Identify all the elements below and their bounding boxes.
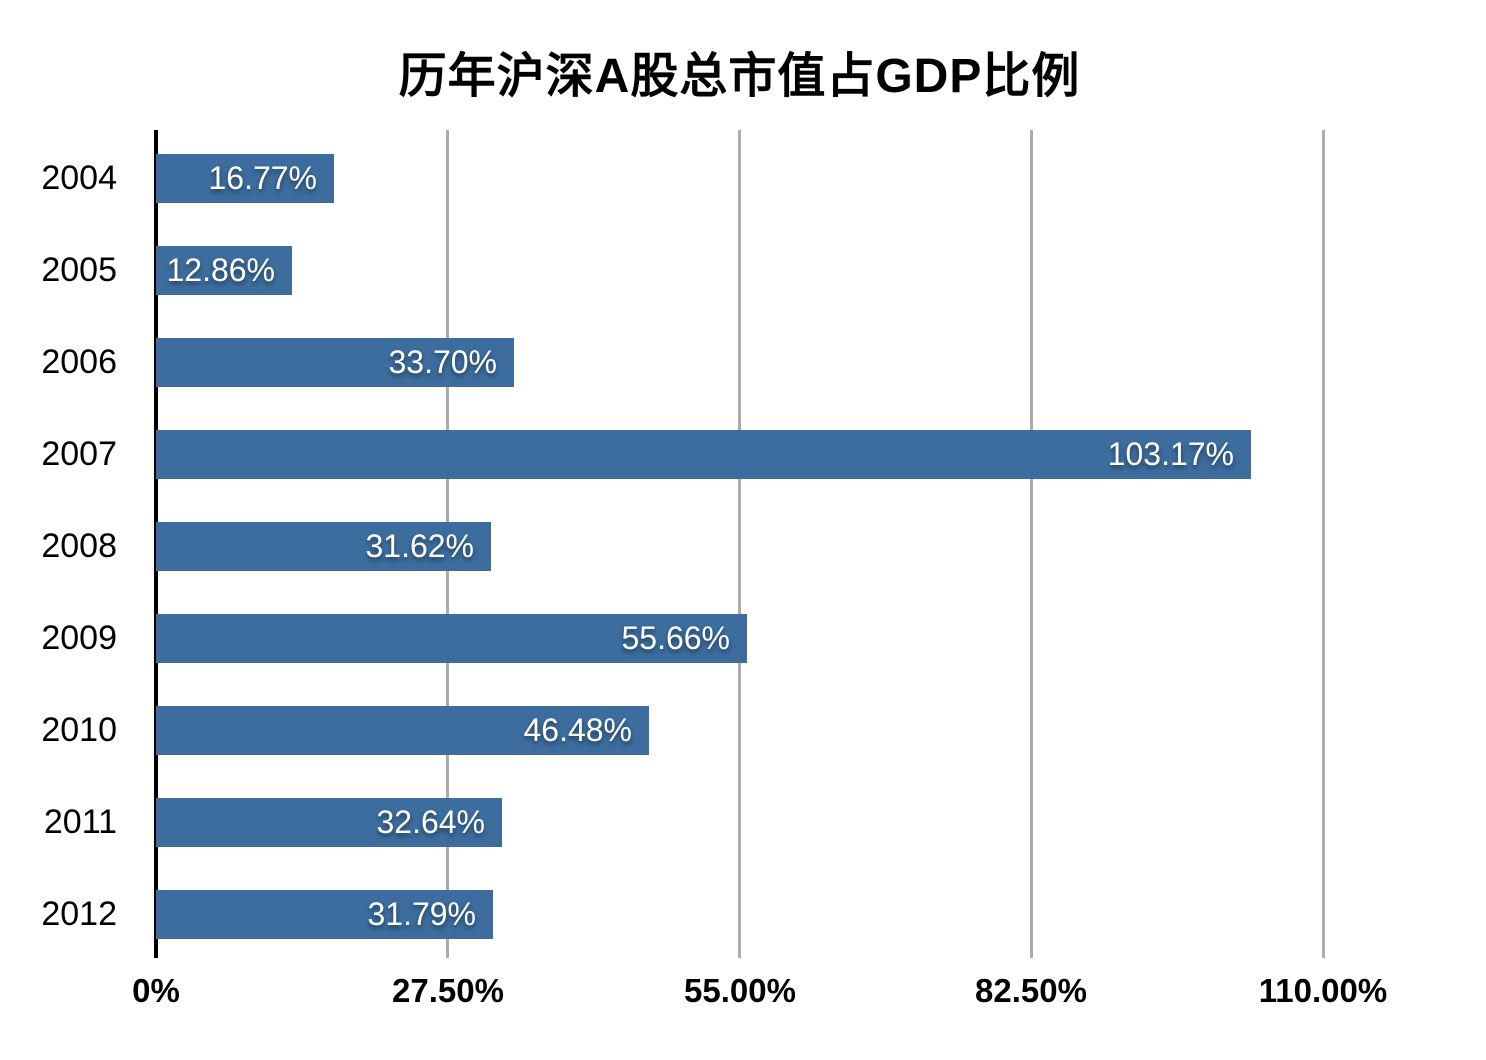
x-axis-tick-label: 110.00%: [1258, 972, 1388, 1009]
bar: 46.48%: [156, 706, 649, 755]
x-axis-tick-label: 82.50%: [975, 972, 1087, 1009]
y-axis-label: 2005: [41, 251, 117, 289]
y-axis-label: 2008: [41, 527, 117, 565]
chart-title: 历年沪深A股总市值占GDP比例: [398, 50, 1081, 103]
x-axis-tick-label: 0%: [132, 972, 180, 1009]
x-axis-tick-label: 55.00%: [684, 972, 796, 1009]
y-axis-label: 2011: [43, 803, 117, 841]
x-axis-tick-label: 27.50%: [392, 972, 504, 1009]
bar: 55.66%: [156, 614, 747, 663]
bar: 33.70%: [156, 338, 514, 387]
y-axis-label: 2012: [41, 895, 117, 933]
gridline: [1030, 130, 1033, 958]
y-axis-label: 2006: [41, 343, 117, 381]
gridline: [1322, 130, 1325, 958]
bar: 12.86%: [156, 246, 292, 295]
y-axis-label: 2007: [41, 435, 117, 473]
bar: 31.79%: [156, 890, 493, 939]
bar: 31.62%: [156, 522, 491, 571]
y-axis-label: 2004: [41, 159, 117, 197]
gridline: [738, 130, 741, 958]
bar: 103.17%: [156, 430, 1251, 479]
y-axis-label: 2010: [41, 711, 117, 749]
bar: 32.64%: [156, 798, 502, 847]
y-axis-label: 2009: [41, 619, 117, 657]
bar: 16.77%: [156, 154, 334, 203]
